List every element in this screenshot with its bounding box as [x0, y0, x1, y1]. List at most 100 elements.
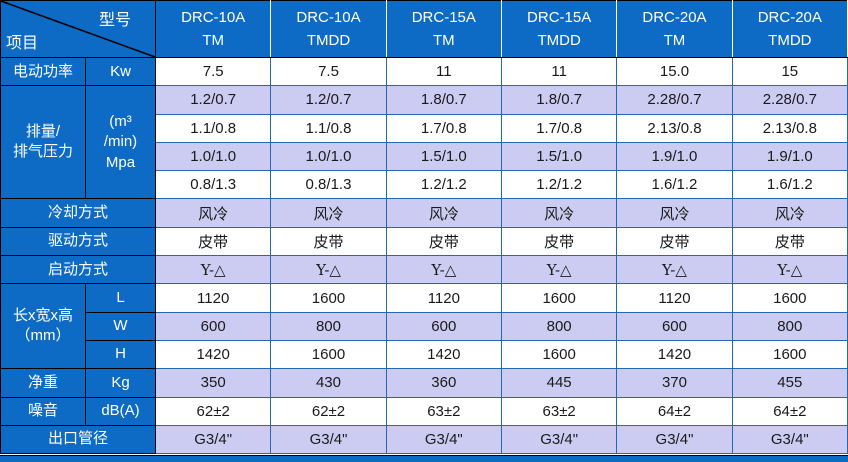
- table-row: 0.8/1.3 0.8/1.3 1.2/1.2 1.2/1.2 1.6/1.2 1.6/1…: [1, 170, 848, 200]
- value-cell: Y-△: [385, 255, 502, 285]
- value-cell: G3/4": [500, 424, 618, 455]
- value-cell: 风冷: [154, 198, 272, 228]
- value-cell: 7.5: [270, 56, 387, 87]
- row-label-cell: (m³ /min) Mpa: [85, 85, 156, 200]
- value-cell: 370: [616, 368, 733, 398]
- row-label-cell: 长x宽x高 （mm）: [0, 283, 86, 370]
- value-cell: 600: [616, 311, 733, 341]
- value-cell: 1600: [500, 283, 618, 313]
- value-cell: G3/4": [154, 424, 272, 455]
- value-cell: 1600: [270, 339, 387, 370]
- value-cell: 800: [500, 311, 618, 341]
- column-header: DRC-15A TM: [385, 0, 502, 58]
- table-row: W 600 800 600 800 600 800: [1, 311, 848, 341]
- row-label-cell: 出口管径: [0, 424, 156, 455]
- value-cell: G3/4": [385, 424, 502, 455]
- value-cell: 风冷: [500, 198, 618, 228]
- value-cell: 360: [385, 368, 502, 398]
- value-cell: 1.1/0.8: [154, 113, 272, 143]
- value-cell: 2.28/0.7: [616, 85, 733, 115]
- row-label-cell: 电动功率: [0, 56, 86, 87]
- table-row: 净重 Kg 350 430 360 445 370 455: [0, 368, 848, 398]
- table-row: H 1420 1600 1420 1600 1420 1600: [1, 339, 848, 370]
- value-cell: 64±2: [731, 396, 848, 426]
- value-cell: 64±2: [616, 396, 733, 426]
- value-cell: 1.8/0.7: [500, 85, 618, 115]
- value-cell: 1.2/1.2: [385, 170, 502, 200]
- value-cell: 1.8/0.7: [385, 85, 502, 115]
- value-cell: 皮带: [616, 226, 733, 257]
- value-cell: 1.7/0.8: [385, 113, 502, 143]
- value-cell: 风冷: [616, 198, 733, 228]
- value-cell: 600: [385, 311, 502, 341]
- column-header: DRC-10A TMDD: [270, 0, 387, 58]
- value-cell: 1420: [616, 339, 733, 370]
- table-row: 排量/ 排气压力 (m³ /min) Mpa 1.2/0.7 1.2/0.7 1.8/0…: [0, 85, 848, 200]
- value-cell: 1600: [270, 283, 387, 313]
- value-cell: 430: [270, 368, 387, 398]
- value-cell: 63±2: [500, 396, 618, 426]
- value-cell: G3/4": [270, 424, 387, 455]
- value-cell: 风冷: [385, 198, 502, 228]
- value-cell: 0.8/1.3: [154, 170, 272, 200]
- value-cell: 1120: [154, 283, 272, 313]
- row-label-cell: 驱动方式: [0, 226, 156, 257]
- value-cell: 11: [385, 56, 502, 87]
- header-row: 型号 项目 DRC-10A TM DRC-10A TMDD DRC-15A TM DR…: [0, 0, 848, 58]
- value-cell: 1.5/1.0: [500, 141, 618, 172]
- value-cell: Y-△: [270, 255, 387, 285]
- table-row: 长x宽x高 （mm） L 1120 1600 1120 1600 1120 1600: [0, 283, 848, 370]
- row-label-cell: W: [85, 311, 156, 341]
- value-cell: 2.13/0.8: [731, 113, 848, 143]
- column-header: DRC-20A TM: [616, 0, 733, 58]
- value-cell: 7.5: [154, 56, 272, 87]
- column-header: DRC-15A TMDD: [500, 0, 618, 58]
- column-header: DRC-10A TM: [154, 0, 272, 58]
- table-row: 出口管径 G3/4" G3/4" G3/4" G3/4" G3/4" G3/4": [0, 424, 848, 455]
- value-cell: 1.0/1.0: [270, 141, 387, 172]
- value-cell: 皮带: [731, 226, 848, 257]
- value-cell: 1.9/1.0: [731, 141, 848, 172]
- value-cell: 皮带: [270, 226, 387, 257]
- row-label-cell: 启动方式: [0, 255, 156, 285]
- row-label-cell: 净重: [0, 368, 86, 398]
- value-cell: 0.8/1.3: [270, 170, 387, 200]
- value-cell: 1120: [385, 283, 502, 313]
- corner-model-label: 型号: [98, 12, 131, 29]
- value-cell: 63±2: [385, 396, 502, 426]
- row-label-cell: L: [85, 283, 156, 313]
- value-cell: 1.2/0.7: [270, 85, 387, 115]
- table-body: 电动功率 Kw 7.5 7.5 11 11 15.0 15 排量/ 排气压力 (m³ /min) …: [0, 56, 848, 455]
- corner-cell: 型号 项目: [0, 0, 156, 58]
- value-cell: Y-△: [616, 255, 733, 285]
- value-cell: 1600: [731, 283, 848, 313]
- table-row: 冷却方式 风冷 风冷 风冷 风冷 风冷 风冷: [0, 198, 848, 228]
- row-label-cell: Kg: [85, 368, 156, 398]
- value-cell: Y-△: [154, 255, 272, 285]
- value-cell: 1.6/1.2: [731, 170, 848, 200]
- row-label-cell: Kw: [85, 56, 156, 87]
- table-row: 驱动方式 皮带 皮带 皮带 皮带 皮带 皮带: [0, 226, 848, 257]
- value-cell: 350: [154, 368, 272, 398]
- value-cell: 风冷: [270, 198, 387, 228]
- value-cell: 1600: [500, 339, 618, 370]
- value-cell: 1.9/1.0: [616, 141, 733, 172]
- value-cell: 1.2/1.2: [500, 170, 618, 200]
- value-cell: 62±2: [154, 396, 272, 426]
- value-cell: 15: [731, 56, 848, 87]
- value-cell: 2.28/0.7: [731, 85, 848, 115]
- value-cell: 445: [500, 368, 618, 398]
- table-row: 噪音 dB(A) 62±2 62±2 63±2 63±2 64±2 64±2: [0, 396, 848, 426]
- value-cell: 皮带: [385, 226, 502, 257]
- value-cell: 1.1/0.8: [270, 113, 387, 143]
- value-cell: 皮带: [154, 226, 272, 257]
- value-cell: 1420: [154, 339, 272, 370]
- value-cell: 800: [270, 311, 387, 341]
- value-cell: G3/4": [616, 424, 733, 455]
- corner-item-label: 项目: [6, 35, 39, 52]
- value-cell: 455: [731, 368, 848, 398]
- value-cell: 1.0/1.0: [154, 141, 272, 172]
- row-label-cell: dB(A): [85, 396, 156, 426]
